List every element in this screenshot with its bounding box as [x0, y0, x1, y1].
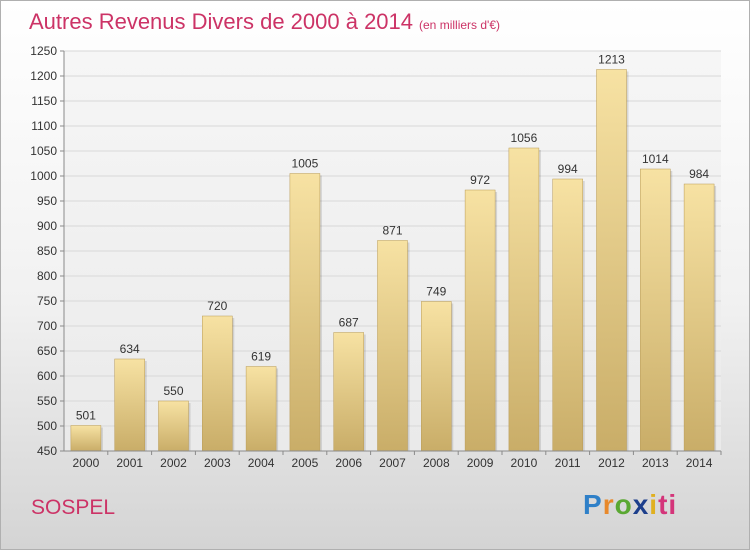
bar-2001 — [114, 358, 145, 452]
x-tick-label: 2007 — [379, 456, 406, 470]
y-tick-label: 1250 — [30, 44, 57, 58]
data-label: 501 — [76, 409, 96, 423]
bar-2011 — [552, 178, 583, 452]
x-tick-label: 2000 — [73, 456, 100, 470]
bar-2002 — [158, 400, 189, 452]
y-tick-label: 1200 — [30, 69, 57, 83]
x-tick-label: 2006 — [335, 456, 362, 470]
place-label: SOSPEL — [31, 496, 116, 519]
x-tick-label: 2010 — [511, 456, 538, 470]
x-tick-label: 2009 — [467, 456, 494, 470]
x-tick-label: 2012 — [598, 456, 625, 470]
y-tick-label: 450 — [37, 444, 57, 458]
x-tick-label: 2004 — [248, 456, 275, 470]
bar-2005 — [289, 173, 321, 452]
data-label: 619 — [251, 350, 271, 364]
x-tick-label: 2001 — [116, 456, 143, 470]
y-tick-label: 900 — [37, 219, 57, 233]
x-tick-label: 2014 — [686, 456, 713, 470]
data-label: 984 — [689, 167, 709, 181]
bar-2008 — [421, 301, 452, 452]
y-tick-label: 850 — [37, 244, 57, 258]
logo-letter: x — [632, 489, 650, 520]
chart-title: Autres Revenus Divers de 2000 à 2014 (en … — [29, 9, 500, 35]
bar-2009 — [464, 189, 496, 452]
logo-letter: o — [614, 489, 633, 520]
data-label: 749 — [426, 285, 446, 299]
logo-letter: P — [583, 489, 603, 520]
bar-2007 — [377, 240, 408, 452]
logo-letter: r — [602, 489, 615, 520]
data-label: 634 — [120, 342, 140, 356]
bar-2010 — [508, 147, 540, 452]
bar-2012 — [596, 69, 627, 452]
chart-subtitle: (en milliers d'€) — [419, 18, 500, 32]
x-tick-label: 2011 — [555, 456, 581, 470]
data-labels: 501 634 550 720 619 1005 687 871 749 972 1056 994 12… — [76, 53, 710, 423]
y-tick-label: 550 — [37, 394, 57, 408]
y-tick-label: 1000 — [30, 169, 57, 183]
bar-2000 — [70, 425, 102, 452]
y-tick-label: 950 — [37, 194, 57, 208]
x-tick-label: 2002 — [160, 456, 187, 470]
x-tick-label: 2013 — [642, 456, 669, 470]
bar-2004 — [245, 366, 277, 452]
x-tick-label: 2003 — [204, 456, 231, 470]
logo-letter: ti — [658, 489, 678, 520]
data-label: 1213 — [598, 53, 625, 67]
bar-2013 — [640, 168, 671, 452]
data-label: 871 — [382, 224, 402, 238]
x-tick-label: 2005 — [292, 456, 319, 470]
bar-2006 — [333, 332, 364, 452]
data-label: 1005 — [292, 157, 319, 171]
y-tick-label: 1150 — [31, 94, 57, 108]
data-label: 994 — [558, 162, 578, 176]
x-tick-label: 2008 — [423, 456, 450, 470]
y-tick-label: 600 — [37, 369, 57, 383]
data-label: 972 — [470, 173, 490, 187]
bars — [70, 69, 717, 452]
bar-2014 — [683, 183, 715, 452]
y-tick-label: 800 — [37, 269, 57, 283]
data-label: 687 — [339, 316, 359, 330]
y-tick-label: 1100 — [31, 119, 57, 133]
y-tick-label: 750 — [37, 294, 57, 308]
axes: 450 500 550 600 650 700 750 800 850 900 950 1000 105… — [30, 44, 722, 470]
bar-2003 — [202, 315, 233, 452]
data-label: 720 — [207, 299, 227, 313]
y-tick-label: 650 — [37, 344, 57, 358]
data-label: 1056 — [511, 131, 538, 145]
data-label: 1014 — [642, 152, 669, 166]
y-tick-label: 700 — [37, 319, 57, 333]
y-tick-label: 1050 — [30, 144, 57, 158]
y-tick-label: 500 — [37, 419, 57, 433]
proxiti-logo: Proxiti — [583, 489, 677, 521]
logo-letter: i — [649, 489, 659, 520]
data-label: 550 — [163, 384, 183, 398]
chart-title-text: Autres Revenus Divers de 2000 à 2014 — [29, 9, 414, 34]
